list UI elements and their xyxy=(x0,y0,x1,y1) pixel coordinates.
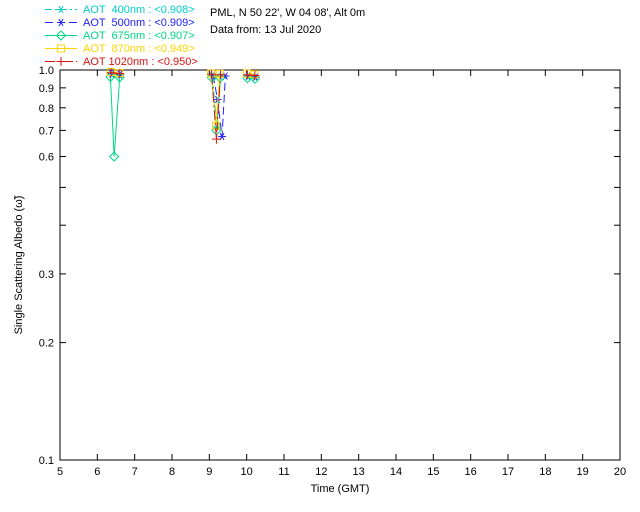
x-tick-label: 15 xyxy=(427,466,439,478)
x-tick-label: 13 xyxy=(353,466,365,478)
legend-entry: AOT 400nm : <0.908> xyxy=(44,3,198,16)
y-tick-label: 1.0 xyxy=(39,65,54,77)
x-tick-label: 12 xyxy=(315,466,327,478)
x-tick-label: 7 xyxy=(132,466,138,478)
series-aot-500nm xyxy=(107,69,260,141)
y-tick-label: 0.8 xyxy=(39,103,54,115)
x-tick-label: 8 xyxy=(169,466,175,478)
legend-entry: AOT 1020nm : <0.950> xyxy=(44,55,198,68)
station-line: PML, N 50 22', W 04 08', Alt 0m xyxy=(210,7,366,19)
y-tick-label: 0.1 xyxy=(39,455,54,467)
series-aot-675nm xyxy=(105,71,261,162)
y-tick-label: 0.3 xyxy=(39,269,54,281)
x-tick-label: 5 xyxy=(57,466,63,478)
legend-label: AOT 400nm : <0.908> xyxy=(83,3,195,16)
y-axis-label: Single Scattering Albedo (ω̃) xyxy=(13,195,25,334)
legend-line-sample xyxy=(45,30,77,41)
x-tick-label: 19 xyxy=(577,466,589,478)
legend-entry: AOT 500nm : <0.909> xyxy=(44,16,198,29)
legend-line-sample xyxy=(45,18,77,27)
y-tick-label: 0.2 xyxy=(39,338,54,350)
x-tick-label: 16 xyxy=(465,466,477,478)
x-axis-label: Time (GMT) xyxy=(311,483,370,495)
x-tick-label: 10 xyxy=(241,466,253,478)
y-tick-label: 0.6 xyxy=(39,152,54,164)
x-tick-label: 14 xyxy=(390,466,402,478)
series-aot-400nm xyxy=(107,70,260,131)
legend-entry: AOT 675nm : <0.907> xyxy=(44,29,198,42)
legend: AOT 400nm : <0.908> AOT 500nm : <0.909> AO… xyxy=(44,3,198,68)
x-tick-label: 9 xyxy=(206,466,212,478)
date-line: Data from: 13 Jul 2020 xyxy=(210,24,322,36)
legend-label: AOT 675nm : <0.907> xyxy=(83,29,195,42)
x-tick-label: 11 xyxy=(278,466,289,478)
legend-entry: AOT 870nm : <0.949> xyxy=(44,42,198,55)
legend-line-sample xyxy=(45,57,77,66)
legend-label: AOT 1020nm : <0.950> xyxy=(83,55,198,68)
legend-line-sample xyxy=(45,44,77,53)
axes: 5 6 7 8 9 10 11 12 13 14 15 16 17 18 19 20 1.0 0.9 0.8 0.7 0… xyxy=(39,65,626,478)
series-aot-1020nm xyxy=(106,68,260,144)
y-tick-label: 0.7 xyxy=(39,125,54,137)
legend-label: AOT 870nm : <0.949> xyxy=(83,42,195,55)
legend-label: AOT 500nm : <0.909> xyxy=(83,16,195,29)
x-tick-label: 18 xyxy=(539,466,551,478)
series xyxy=(105,68,261,162)
legend-line-sample xyxy=(45,5,77,14)
header-info: PML, N 50 22', W 04 08', Alt 0m Data fro… xyxy=(210,5,365,39)
x-tick-label: 20 xyxy=(614,466,626,478)
x-tick-label: 17 xyxy=(502,466,514,478)
x-tick-label: 6 xyxy=(94,466,100,478)
y-tick-label: 0.9 xyxy=(39,83,54,95)
series-aot-870nm xyxy=(106,68,259,130)
